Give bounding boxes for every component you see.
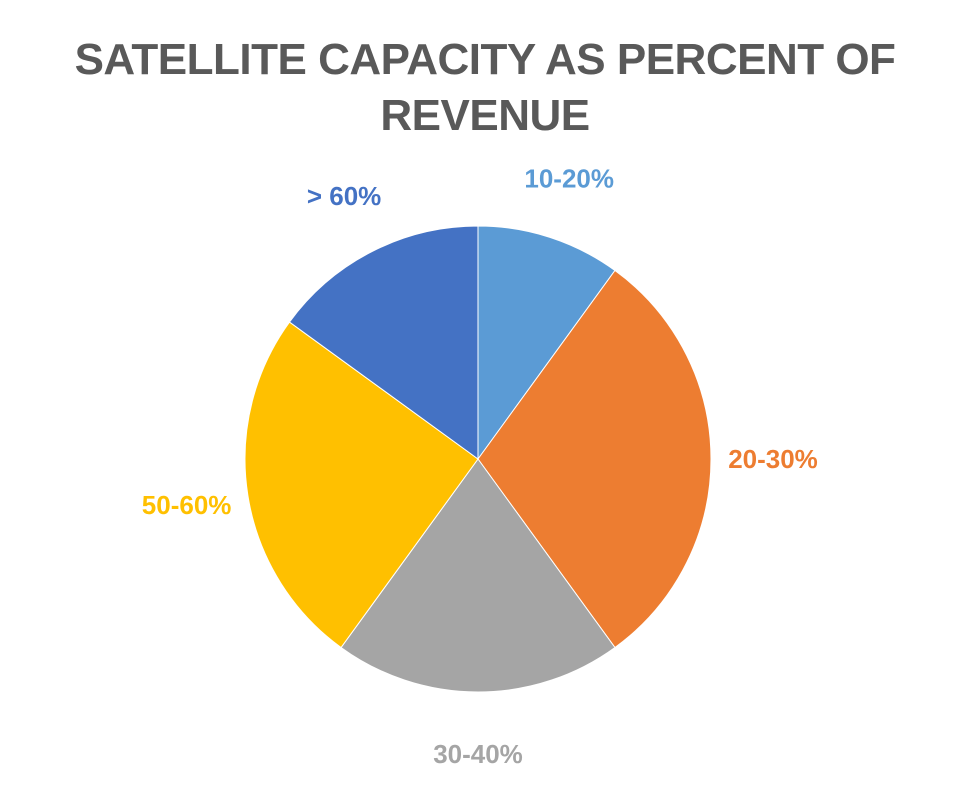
slice-label-30-40: 30-40%	[433, 739, 523, 769]
pie-slice-10-20	[477, 225, 616, 461]
slice-label-50-60: 50-60%	[142, 490, 232, 520]
pie-slice-60	[288, 225, 479, 460]
pie-slice-30-40	[340, 458, 616, 693]
slice-label-10-20: 10-20%	[524, 163, 614, 193]
chart-title: SATELLITE CAPACITY AS PERCENT OF REVENUE	[74, 35, 896, 140]
slice-label-20-30: 20-30%	[728, 444, 818, 474]
pie-labels: 10-20% 20-30% 30-40% 50-60% > 60%	[142, 163, 818, 769]
pie-slice-20-30	[477, 269, 712, 649]
slice-label-60: > 60%	[307, 181, 381, 211]
pie-slice-50-60	[244, 321, 479, 649]
pie-slices	[244, 225, 712, 693]
